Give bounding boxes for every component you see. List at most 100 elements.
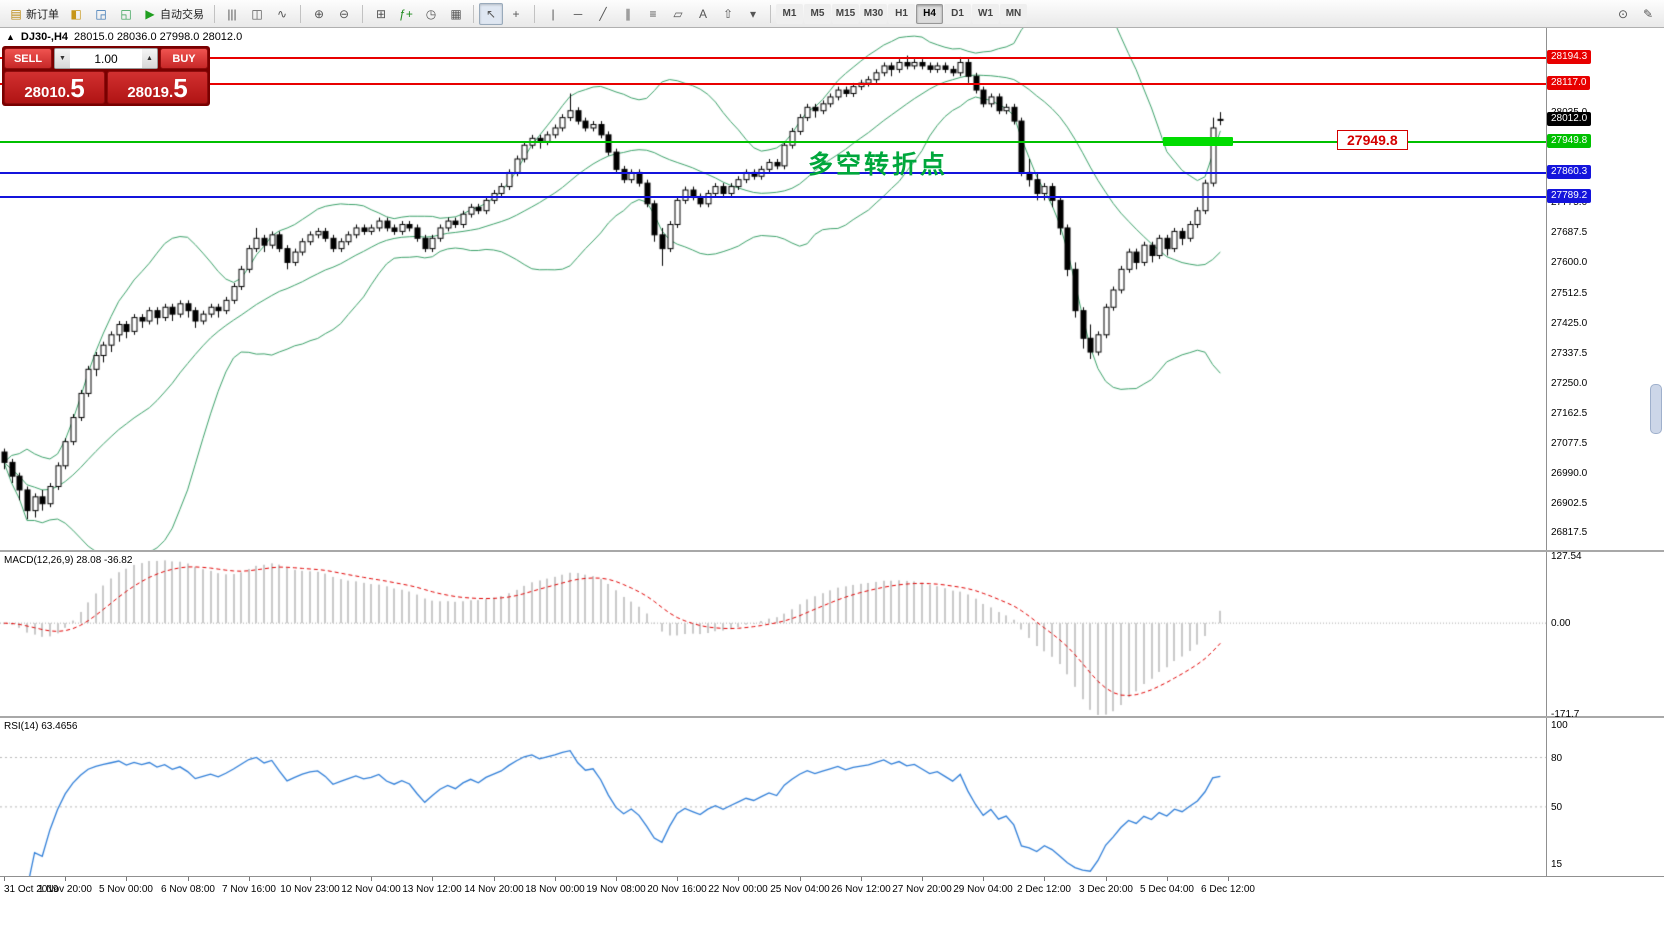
search-icon: ⊙ xyxy=(1617,6,1629,21)
turning-point-line[interactable] xyxy=(0,140,1546,143)
toolbar-separator xyxy=(473,4,474,23)
time-axis-tick xyxy=(1167,877,1168,881)
ask-price-big-digit: 5 xyxy=(173,73,188,103)
timeframe-m1-button[interactable]: M1 xyxy=(776,3,803,24)
resistance-line-lower[interactable] xyxy=(0,83,1546,86)
timeframe-w1-button[interactable]: W1 xyxy=(972,3,999,24)
price-chart-canvas[interactable] xyxy=(0,28,1546,552)
auto-trading-icon: ▶ xyxy=(145,6,155,21)
zoom-in-icon[interactable]: ⊕ xyxy=(307,3,331,25)
volume-input[interactable] xyxy=(70,49,142,68)
dropdown-icon[interactable]: ▾ xyxy=(741,3,765,25)
price-axis xyxy=(1546,28,1664,876)
timeframe-h4-button[interactable]: H4 xyxy=(916,3,943,24)
price-axis-tick: 27077.5 xyxy=(1551,437,1588,449)
cursor-icon: ↖ xyxy=(485,6,497,21)
line-chart-icon: ∿ xyxy=(276,6,288,21)
top-toolbar: ▤ 新订单 ◧ ◲ ◱ ▶ 自动交易 ||| ◫ ∿ ⊕ ⊖ ⊞ ƒ+ ◷ ▦ ↖ + | ─ ╱ ∥ ≡ ▱ A ⇧… xyxy=(0,0,1664,28)
price-axis-tick: 27425.0 xyxy=(1551,317,1588,329)
volume-increase-button[interactable]: ▲ xyxy=(142,49,157,68)
new-order-icon: ▤ xyxy=(10,6,22,21)
edit-icon[interactable]: ✎ xyxy=(1636,3,1660,25)
crosshair-icon[interactable]: + xyxy=(504,3,528,25)
zoom-out-icon[interactable]: ⊖ xyxy=(332,3,356,25)
timeframe-h1-button[interactable]: H1 xyxy=(888,3,915,24)
price-axis-tick: 26817.5 xyxy=(1551,527,1588,539)
buy-button[interactable]: BUY xyxy=(160,48,208,69)
templates-icon[interactable]: ▦ xyxy=(444,3,468,25)
rsi-canvas[interactable] xyxy=(0,718,1546,876)
channel-icon[interactable]: ∥ xyxy=(616,3,640,25)
support-line-lower[interactable] xyxy=(0,196,1546,199)
cursor-icon[interactable]: ↖ xyxy=(479,2,503,25)
time-axis-tick xyxy=(555,877,556,881)
time-axis-label: 5 Nov 00:00 xyxy=(99,884,153,895)
time-axis-label: 14 Nov 20:00 xyxy=(464,884,524,895)
time-axis-tick xyxy=(310,877,311,881)
timeframe-d1-button[interactable]: D1 xyxy=(944,3,971,24)
time-axis-label: 10 Nov 23:00 xyxy=(280,884,340,895)
shapes-icon[interactable]: ▱ xyxy=(666,3,690,25)
navigator-icon[interactable]: ◱ xyxy=(114,3,138,25)
price-axis-tick: 27512.5 xyxy=(1551,287,1588,299)
metaeditor-icon[interactable]: ◧ xyxy=(64,3,88,25)
macd-canvas[interactable] xyxy=(0,552,1546,718)
time-axis-tick xyxy=(738,877,739,881)
new-order-label: 新订单 xyxy=(26,8,59,21)
rsi-pane-resize-handle[interactable] xyxy=(0,716,1664,718)
price-axis-tick: 27337.5 xyxy=(1551,347,1588,359)
text-icon[interactable]: A xyxy=(691,3,715,25)
market-watch-icon: ◲ xyxy=(95,6,107,21)
price-level-label: 28117.0 xyxy=(1547,76,1591,91)
price-axis-tick: 27687.5 xyxy=(1551,227,1588,239)
macd-pane-resize-handle[interactable] xyxy=(0,550,1664,552)
timeframe-mn-button[interactable]: MN xyxy=(1000,3,1027,24)
support-line-upper[interactable] xyxy=(0,171,1546,174)
metaeditor-icon: ◧ xyxy=(70,6,82,21)
templates-icon: ▦ xyxy=(450,6,462,21)
level-highlight-bar[interactable] xyxy=(1162,137,1233,147)
price-level-label: 27789.2 xyxy=(1547,189,1592,204)
search-icon[interactable]: ⊙ xyxy=(1611,3,1635,25)
trendline-icon: ╱ xyxy=(599,6,607,21)
new-order-button[interactable]: ▤ 新订单 xyxy=(4,3,64,25)
volume-decrease-button[interactable]: ▼ xyxy=(55,49,70,68)
line-chart-icon[interactable]: ∿ xyxy=(270,3,294,25)
trendline-icon[interactable]: ╱ xyxy=(591,3,615,25)
timeframe-m5-button[interactable]: M5 xyxy=(804,3,831,24)
horizontal-line-icon[interactable]: ─ xyxy=(566,3,590,25)
arrows-icon[interactable]: ⇧ xyxy=(716,3,740,25)
periods-icon[interactable]: ◷ xyxy=(419,3,443,25)
channel-icon: ∥ xyxy=(625,6,631,21)
time-axis-tick xyxy=(983,877,984,881)
indicators-icon[interactable]: ƒ+ xyxy=(394,3,418,25)
buy-price-display[interactable]: 28019. 5 xyxy=(107,71,208,104)
time-axis-label: 27 Nov 20:00 xyxy=(892,884,952,895)
time-axis-tick xyxy=(677,877,678,881)
chart-area: 31 Oct 2019 1 Nov 20:00 5 Nov 00:00 6 Nov 0… xyxy=(0,28,1664,950)
candlestick-chart-icon[interactable]: ◫ xyxy=(245,3,269,25)
one-click-collapse-icon[interactable]: ▲ xyxy=(6,32,15,42)
horizontal-line-icon: ─ xyxy=(573,6,583,21)
time-axis-tick xyxy=(1228,877,1229,881)
market-watch-icon[interactable]: ◲ xyxy=(89,3,113,25)
timeframe-m30-button[interactable]: M30 xyxy=(860,3,887,24)
turning-point-annotation[interactable]: 多空转折点 xyxy=(808,150,949,179)
vertical-line-icon[interactable]: | xyxy=(541,3,565,25)
resistance-line-upper[interactable] xyxy=(0,56,1546,59)
scrollbar-thumb[interactable] xyxy=(1650,384,1662,434)
fibonacci-icon[interactable]: ≡ xyxy=(641,3,665,25)
sell-price-display[interactable]: 28010. 5 xyxy=(4,71,105,104)
timeframe-m15-button[interactable]: M15 xyxy=(832,3,859,24)
time-axis-label: 12 Nov 04:00 xyxy=(341,884,401,895)
bar-chart-icon[interactable]: ||| xyxy=(220,3,244,25)
time-axis-label: 20 Nov 16:00 xyxy=(647,884,707,895)
toolbar-separator xyxy=(362,4,363,23)
time-axis-tick xyxy=(494,877,495,881)
price-callout-label[interactable]: 27949.8 xyxy=(1337,129,1408,150)
time-axis-label: 19 Nov 08:00 xyxy=(586,884,646,895)
tile-windows-icon[interactable]: ⊞ xyxy=(369,3,393,25)
auto-trading-button[interactable]: ▶ 自动交易 xyxy=(138,3,209,25)
time-axis-label: 3 Dec 20:00 xyxy=(1079,884,1133,895)
sell-button[interactable]: SELL xyxy=(4,48,52,69)
